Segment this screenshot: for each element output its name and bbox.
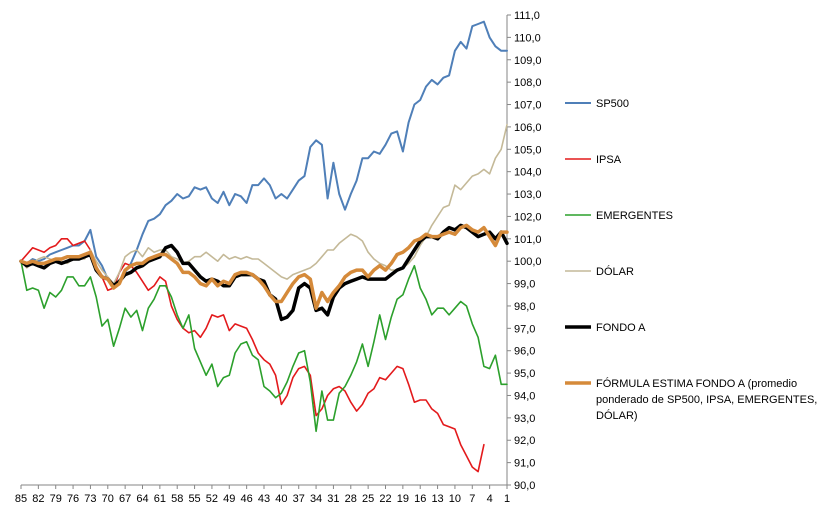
x-tick-label: 22 [379,493,391,505]
x-tick-label: 34 [310,493,322,505]
x-tick-label: 1 [504,493,510,505]
y-tick-label: 96,0 [514,346,535,358]
x-tick-label: 82 [32,493,44,505]
x-tick-label: 85 [15,493,27,505]
legend-label-3: DÓLAR [596,265,634,278]
x-tick-label: 10 [449,493,461,505]
y-tick-label: 91,0 [514,458,535,470]
x-tick-label: 58 [171,493,183,505]
legend-label-5: FÓRMULA ESTIMA FONDO A (promedio ponderad… [596,377,817,422]
y-tick-label: 109,0 [514,55,542,67]
x-tick-label: 76 [67,493,79,505]
y-tick-label: 97,0 [514,323,535,335]
x-tick-label: 40 [275,493,287,505]
x-tick-label: 55 [188,493,200,505]
series-line-0 [20,20,508,287]
x-tick-label: 70 [102,493,114,505]
y-tick-label: 100,0 [514,256,542,268]
x-tick-label: 49 [223,493,235,505]
y-tick-label: 90,0 [514,480,535,492]
x-tick-label: 79 [50,493,62,505]
x-tick-label: 52 [206,493,218,505]
y-tick-label: 106,0 [514,122,542,134]
y-tick-label: 105,0 [514,144,542,156]
y-tick-label: 101,0 [514,234,542,246]
x-tick-label: 37 [293,493,305,505]
legend: SP500 IPSA EMERGENTES DÓLAR FONDO A FÓRMULA E… [565,98,817,422]
x-tick-label: 67 [119,493,131,505]
x-tick-label: 4 [487,493,493,505]
y-tick-label: 111,0 [514,10,540,22]
x-tick-label: 73 [84,493,96,505]
x-tick-label: 31 [327,493,339,505]
y-tick-label: 93,0 [514,413,535,425]
series-lines [19,20,509,473]
y-tick-label: 103,0 [514,189,542,201]
x-tick-label: 25 [362,493,374,505]
x-tick-label: 43 [258,493,270,505]
y-tick-label: 107,0 [514,100,542,112]
x-tick-label: 64 [136,493,148,505]
x-tick-label: 19 [397,493,409,505]
legend-label-2: EMERGENTES [596,210,673,222]
y-tick-label: 94,0 [514,390,535,402]
y-tick-label: 104,0 [514,167,542,179]
legend-label-1: IPSA [596,154,622,166]
x-tick-label: 7 [469,493,475,505]
y-tick-label: 102,0 [514,211,542,223]
x-tick-label: 46 [241,493,253,505]
x-tick-label: 61 [154,493,166,505]
y-tick-label: 92,0 [514,435,535,447]
y-tick-label: 108,0 [514,77,542,89]
x-tick-label: 13 [431,493,443,505]
y-tick-label: 110,0 [514,32,541,44]
legend-label-4: FONDO A [596,322,646,334]
x-tick-label: 28 [345,493,357,505]
axes: 90,0 91,0 92,0 93,0 94,0 95,0 96,0 97,0 98,0 99,0… [15,10,542,505]
series-line-5 [19,223,509,310]
series-line-2 [20,260,508,433]
x-tick-label: 16 [414,493,426,505]
y-tick-label: 98,0 [514,301,535,313]
y-tick-label: 95,0 [514,368,535,380]
y-tick-label: 99,0 [514,279,535,291]
legend-label-0: SP500 [596,98,629,110]
